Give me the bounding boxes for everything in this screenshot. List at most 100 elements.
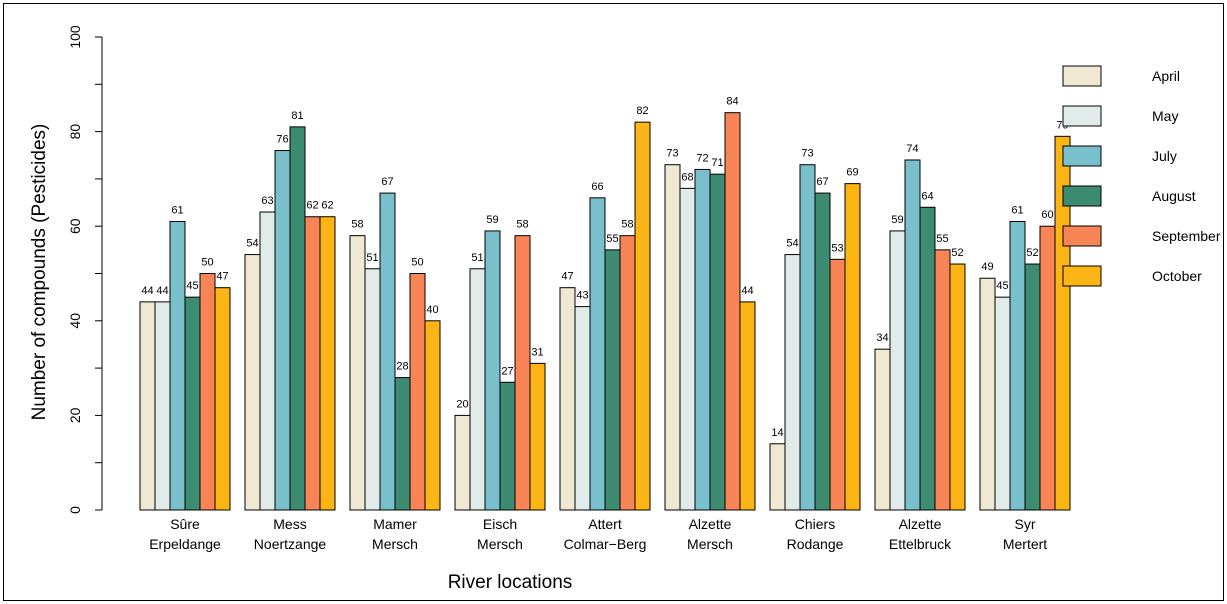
bar — [214, 287, 231, 511]
data-label: 47 — [216, 271, 228, 283]
bar — [889, 230, 906, 511]
x-tick-label-location: Erpeldange — [149, 536, 221, 552]
x-tick-label-river: Alzette — [899, 516, 942, 532]
bar — [739, 301, 756, 511]
data-label: 50 — [201, 257, 213, 269]
bar — [349, 235, 366, 511]
bar — [274, 150, 291, 511]
y-axis-title: Number of compounds (Pesticides) — [29, 124, 50, 421]
data-label: 53 — [831, 242, 843, 254]
bar — [574, 306, 591, 511]
bar — [514, 235, 531, 511]
legend-swatch — [1062, 105, 1102, 127]
bar — [244, 254, 261, 511]
bar — [169, 220, 186, 511]
x-tick-label-river: Mamer — [373, 516, 417, 532]
bar — [919, 206, 936, 511]
bar — [994, 296, 1011, 511]
data-label: 66 — [591, 181, 603, 193]
bar — [709, 173, 726, 511]
bar — [199, 273, 216, 511]
legend-label: October — [1152, 268, 1202, 284]
data-label: 71 — [711, 157, 723, 169]
x-tick-label-location: Mersch — [477, 536, 523, 552]
bar — [814, 192, 831, 511]
x-tick-label-river: Chiers — [795, 516, 835, 532]
bar — [184, 296, 201, 511]
bar — [724, 112, 741, 511]
data-label: 43 — [576, 290, 588, 302]
data-label: 67 — [816, 176, 828, 188]
data-label: 64 — [921, 190, 933, 202]
x-tick-label-river: Attert — [588, 516, 622, 532]
data-label: 73 — [801, 148, 813, 160]
x-tick-label-location: Mersch — [372, 536, 418, 552]
data-label: 59 — [486, 214, 498, 226]
x-tick-label-location: Ettelbruck — [889, 536, 952, 552]
data-label: 55 — [936, 233, 948, 245]
y-tick-label: 60 — [67, 218, 83, 234]
legend-label: May — [1152, 108, 1178, 124]
data-label: 60 — [1041, 209, 1053, 221]
data-label: 72 — [696, 152, 708, 164]
bar — [784, 254, 801, 511]
bar — [484, 230, 501, 511]
bar — [469, 268, 486, 511]
y-tick-label: 100 — [67, 25, 83, 49]
chart-frame — [3, 3, 1224, 601]
x-axis: Sûre Erpeldange Mess Noertzange Mamer Mersch E… — [149, 516, 1047, 552]
bar — [829, 258, 846, 511]
data-label: 44 — [156, 285, 168, 297]
y-tick-label: 0 — [67, 506, 83, 514]
bar — [1009, 220, 1026, 511]
bar — [949, 263, 966, 511]
data-label: 50 — [411, 257, 423, 269]
y-tick-label: 40 — [67, 313, 83, 329]
data-label: 73 — [666, 148, 678, 160]
data-label: 61 — [171, 204, 183, 216]
legend-swatch — [1062, 265, 1102, 287]
data-label: 51 — [366, 252, 378, 264]
bar — [394, 377, 411, 511]
x-tick-label-location: Rodange — [787, 536, 844, 552]
bar — [874, 348, 891, 511]
bar — [289, 126, 306, 511]
data-label: 68 — [681, 171, 693, 183]
bar — [634, 121, 651, 511]
data-label: 28 — [396, 361, 408, 373]
legend-swatch — [1062, 65, 1102, 87]
bar — [694, 168, 711, 511]
data-label: 54 — [786, 238, 798, 250]
bar — [619, 235, 636, 511]
bar — [364, 268, 381, 511]
bar — [904, 159, 921, 511]
bar — [679, 187, 696, 511]
y-tick-label: 20 — [67, 407, 83, 423]
bar — [319, 216, 336, 511]
legend-label: September — [1152, 228, 1221, 244]
bar — [1024, 263, 1041, 511]
data-label: 58 — [516, 219, 528, 231]
data-label: 63 — [261, 195, 273, 207]
legend-label: April — [1152, 68, 1180, 84]
data-label: 76 — [276, 134, 288, 146]
legend-swatch — [1062, 185, 1102, 207]
bar — [769, 443, 786, 511]
bar — [979, 277, 996, 511]
data-label: 58 — [621, 219, 633, 231]
bar — [499, 381, 516, 511]
data-label: 51 — [471, 252, 483, 264]
data-label: 40 — [426, 304, 438, 316]
y-axis: 0 20 40 60 80 100 — [67, 25, 103, 514]
bar — [559, 287, 576, 511]
legend-label: August — [1152, 188, 1196, 204]
legend-label: July — [1152, 148, 1177, 164]
data-label: 52 — [951, 247, 963, 259]
bar — [259, 211, 276, 511]
data-label: 44 — [141, 285, 153, 297]
x-tick-label-river: Syr — [1015, 516, 1036, 532]
x-tick-label-river: Mess — [273, 516, 306, 532]
data-label: 62 — [306, 200, 318, 212]
